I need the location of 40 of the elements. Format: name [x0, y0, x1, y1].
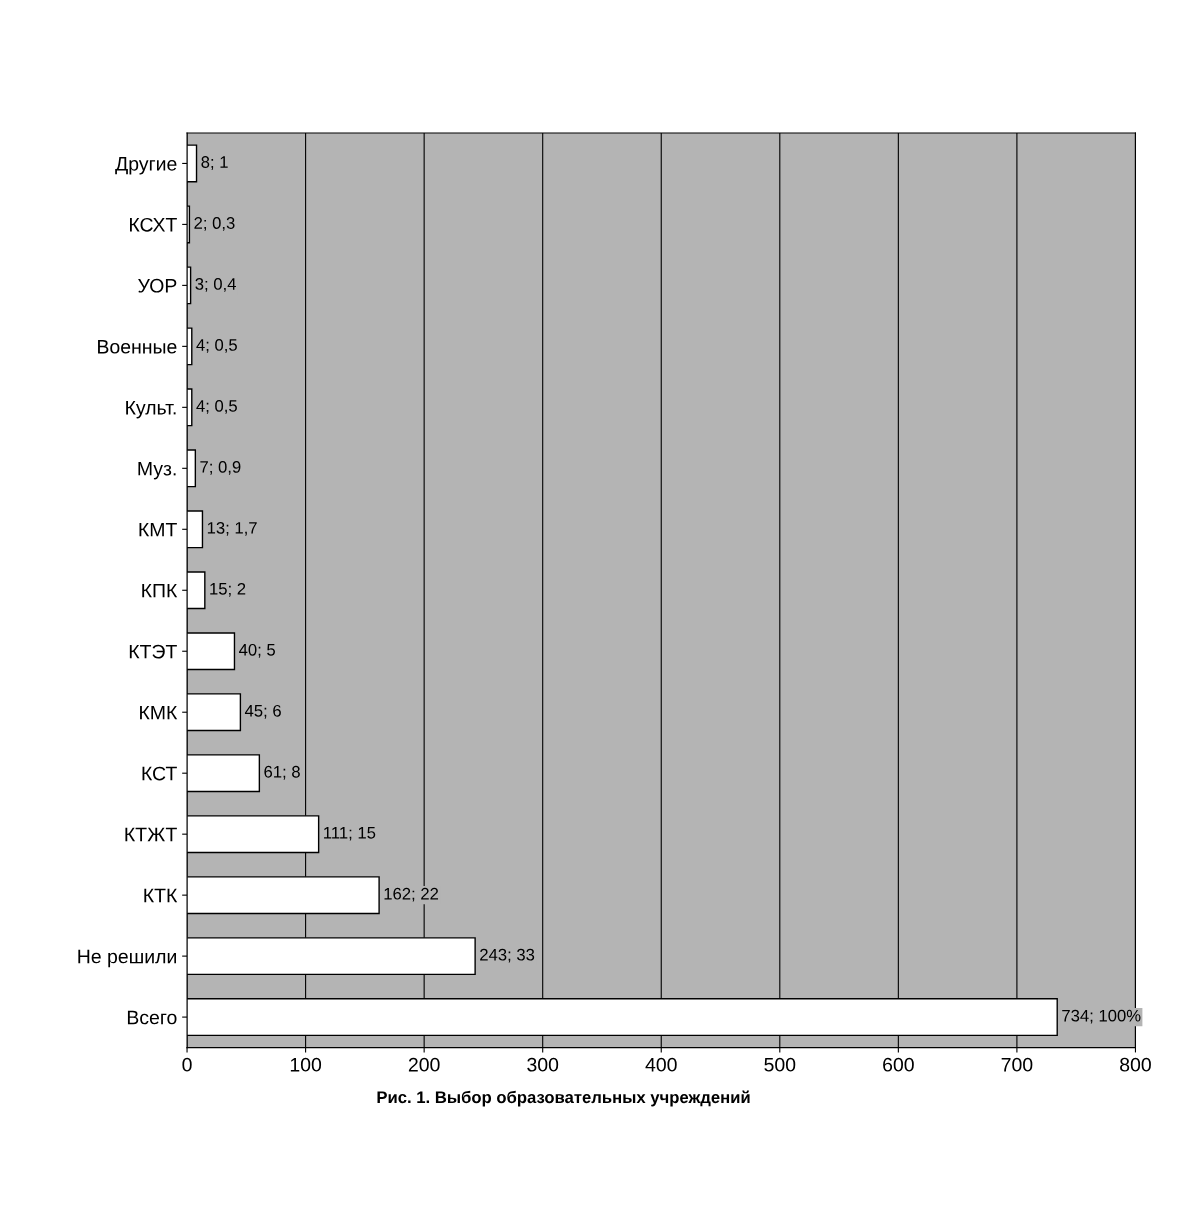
data-label: 162; 22 — [384, 887, 439, 902]
x-tick-label: 300 — [527, 1057, 559, 1072]
y-tick-label: КТК — [144, 888, 178, 903]
data-label: 3; 0,4 — [195, 278, 236, 292]
data-label: 7; 0,9 — [200, 460, 241, 475]
data-label: 15; 2 — [210, 582, 246, 597]
x-tick-label: 700 — [1001, 1057, 1033, 1072]
data-label: 45; 6 — [244, 704, 281, 719]
x-tick-label: 200 — [408, 1057, 440, 1072]
y-tick-label: КТЖТ — [125, 827, 177, 842]
y-tick-label: Муз. — [138, 461, 176, 480]
data-label: 8; 1 — [201, 156, 228, 170]
y-tick-label: Культ. — [126, 401, 176, 419]
y-tick-label: КСТ — [142, 766, 177, 781]
x-tick-label: 800 — [1120, 1057, 1151, 1072]
data-label: 111; 15 — [324, 827, 376, 841]
y-tick-label: КТЭТ — [129, 644, 177, 659]
y-tick-label: Всего — [127, 1010, 177, 1025]
y-tick-label: КМТ — [139, 522, 177, 537]
x-tick-label: 600 — [883, 1057, 914, 1072]
y-tick-label: Военные — [98, 340, 177, 354]
text: Рис. 1. Выбор образовательных учреждений — [377, 1090, 750, 1107]
x-tick-label: 400 — [645, 1057, 677, 1072]
y-tick-label: КПК — [142, 583, 178, 598]
data-label: 40; 5 — [239, 643, 275, 658]
data-label: 243; 33 — [480, 948, 535, 963]
data-label: 61; 8 — [264, 765, 300, 780]
y-tick-label: Не решили — [78, 949, 176, 968]
x-tick-label: 0 — [182, 1057, 192, 1072]
y-tick-label: Другие — [115, 157, 177, 175]
data-label: 734; 100% — [1062, 1009, 1141, 1024]
y-tick-label: КМК — [140, 705, 178, 720]
y-tick-label: УОР — [138, 278, 177, 293]
data-label: 4; 0,5 — [196, 400, 237, 414]
data-label: 13; 1,7 — [207, 521, 257, 536]
x-tick-label: 500 — [764, 1057, 796, 1072]
data-label: 2; 0,3 — [194, 217, 235, 231]
data-label: 4; 0,5 — [196, 339, 237, 353]
y-tick-label: КСХТ — [130, 217, 177, 232]
x-tick-label: 100 — [290, 1057, 322, 1072]
